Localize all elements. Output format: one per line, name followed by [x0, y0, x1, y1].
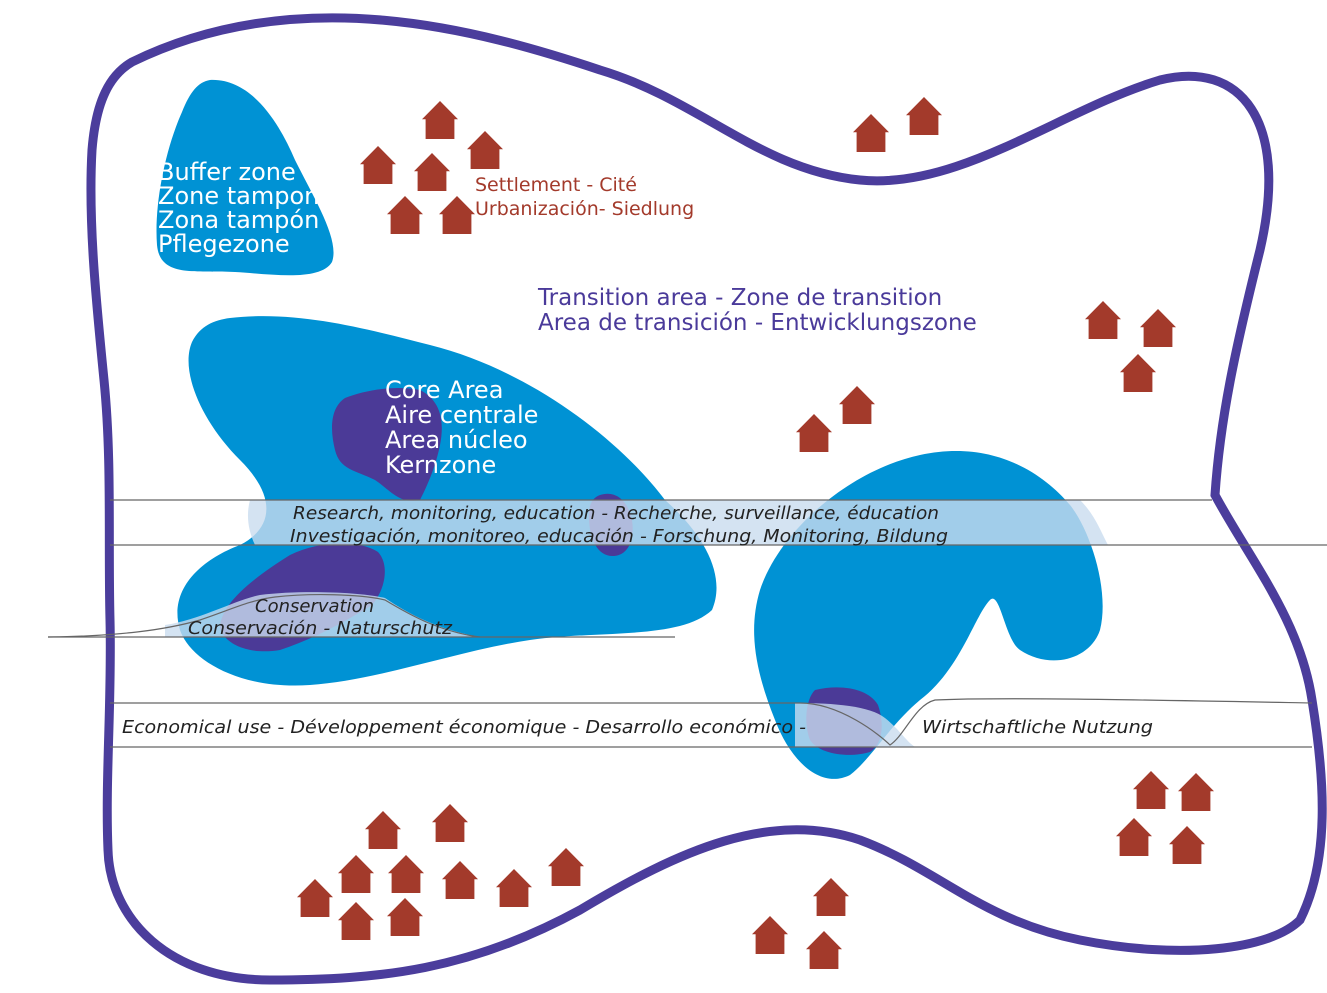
transition-area-label-line-2: Area de transición - Entwicklungszone [538, 310, 977, 336]
house-icon [432, 804, 468, 842]
conservation-band-highlight [165, 592, 480, 637]
buffer-zone-label-line-2: Zone tampon [158, 182, 319, 210]
core-area-label-line-3: Area núcleo [385, 426, 528, 454]
house-icon [338, 902, 374, 940]
house-icon [439, 196, 475, 234]
house-icon [752, 916, 788, 954]
research-band-label: Research, monitoring, education - Recher… [290, 503, 948, 547]
house-icon [1178, 773, 1214, 811]
house-icon [1133, 771, 1169, 809]
research-band-label-line-1: Research, monitoring, education - Recher… [293, 503, 939, 524]
core-area-label-line-4: Kernzone [385, 451, 496, 479]
conservation-band-line [47, 594, 675, 638]
conservation-band-label-line-2: Conservación - Naturschutz [188, 618, 453, 639]
core-area-label: Core Area Aire centrale Area núcleo Kern… [385, 376, 538, 479]
house-icon [839, 386, 875, 424]
house-icon [387, 196, 423, 234]
transition-area-label: Transition area - Zone de transition Are… [537, 285, 977, 336]
house-icon [360, 146, 396, 184]
core-area-label-line-2: Aire centrale [385, 401, 538, 429]
economic-band-label-left: Economical use - Développement économiqu… [122, 717, 806, 738]
settlement-label-line-2: Urbanización- Siedlung [475, 198, 694, 220]
conservation-band [47, 592, 675, 638]
economic-band-label: Economical use - Développement économiqu… [122, 717, 1153, 738]
buffer-zone-label-line-4: Pflegezone [158, 230, 290, 258]
economic-band [110, 698, 1313, 748]
house-icon [442, 861, 478, 899]
house-icon [906, 97, 942, 135]
research-band [110, 499, 1327, 546]
house-icon [806, 931, 842, 969]
house-icon [467, 131, 503, 169]
house-icon [1085, 301, 1121, 339]
house-icon [853, 114, 889, 152]
settlement-label-line-1: Settlement - Cité [475, 174, 637, 196]
buffer-zone-label-line-3: Zona tampón [158, 206, 319, 234]
house-icon [387, 898, 423, 936]
house-icon [1116, 818, 1152, 856]
core-area-upper [332, 387, 442, 501]
conservation-band-label: Conservation Conservación - Naturschutz [188, 596, 453, 639]
settlement-label: Settlement - Cité Urbanización- Siedlung [475, 174, 694, 220]
house-icon [796, 414, 832, 452]
economic-band-highlight [795, 703, 915, 747]
house-icon [1120, 354, 1156, 392]
house-icon [338, 855, 374, 893]
economic-band-top-line [110, 698, 1313, 746]
buffer-zone-small [156, 79, 334, 276]
settlement-houses [297, 97, 1214, 969]
transition-area-label-line-1: Transition area - Zone de transition [537, 285, 942, 311]
house-icon [548, 848, 584, 886]
conservation-band-label-line-1: Conservation [255, 596, 374, 617]
buffer-zone-label-line-1: Buffer zone [158, 158, 296, 186]
research-band-highlight [247, 500, 1109, 545]
house-icon [297, 879, 333, 917]
house-icon [388, 855, 424, 893]
house-icon [414, 153, 450, 191]
buffer-zone-label: Buffer zone Zone tampon Zona tampón Pfle… [158, 158, 319, 258]
house-icon [1169, 826, 1205, 864]
house-icon [496, 869, 532, 907]
research-band-label-line-2: Investigación, monitoreo, educación - Fo… [290, 526, 948, 547]
house-icon [365, 811, 401, 849]
house-icon [1140, 309, 1176, 347]
house-icon [422, 101, 458, 139]
core-area-label-line-1: Core Area [385, 376, 503, 404]
house-icon [813, 878, 849, 916]
transition-area-boundary [86, 13, 1327, 985]
economic-band-label-right: Wirtschaftliche Nutzung [922, 717, 1153, 738]
